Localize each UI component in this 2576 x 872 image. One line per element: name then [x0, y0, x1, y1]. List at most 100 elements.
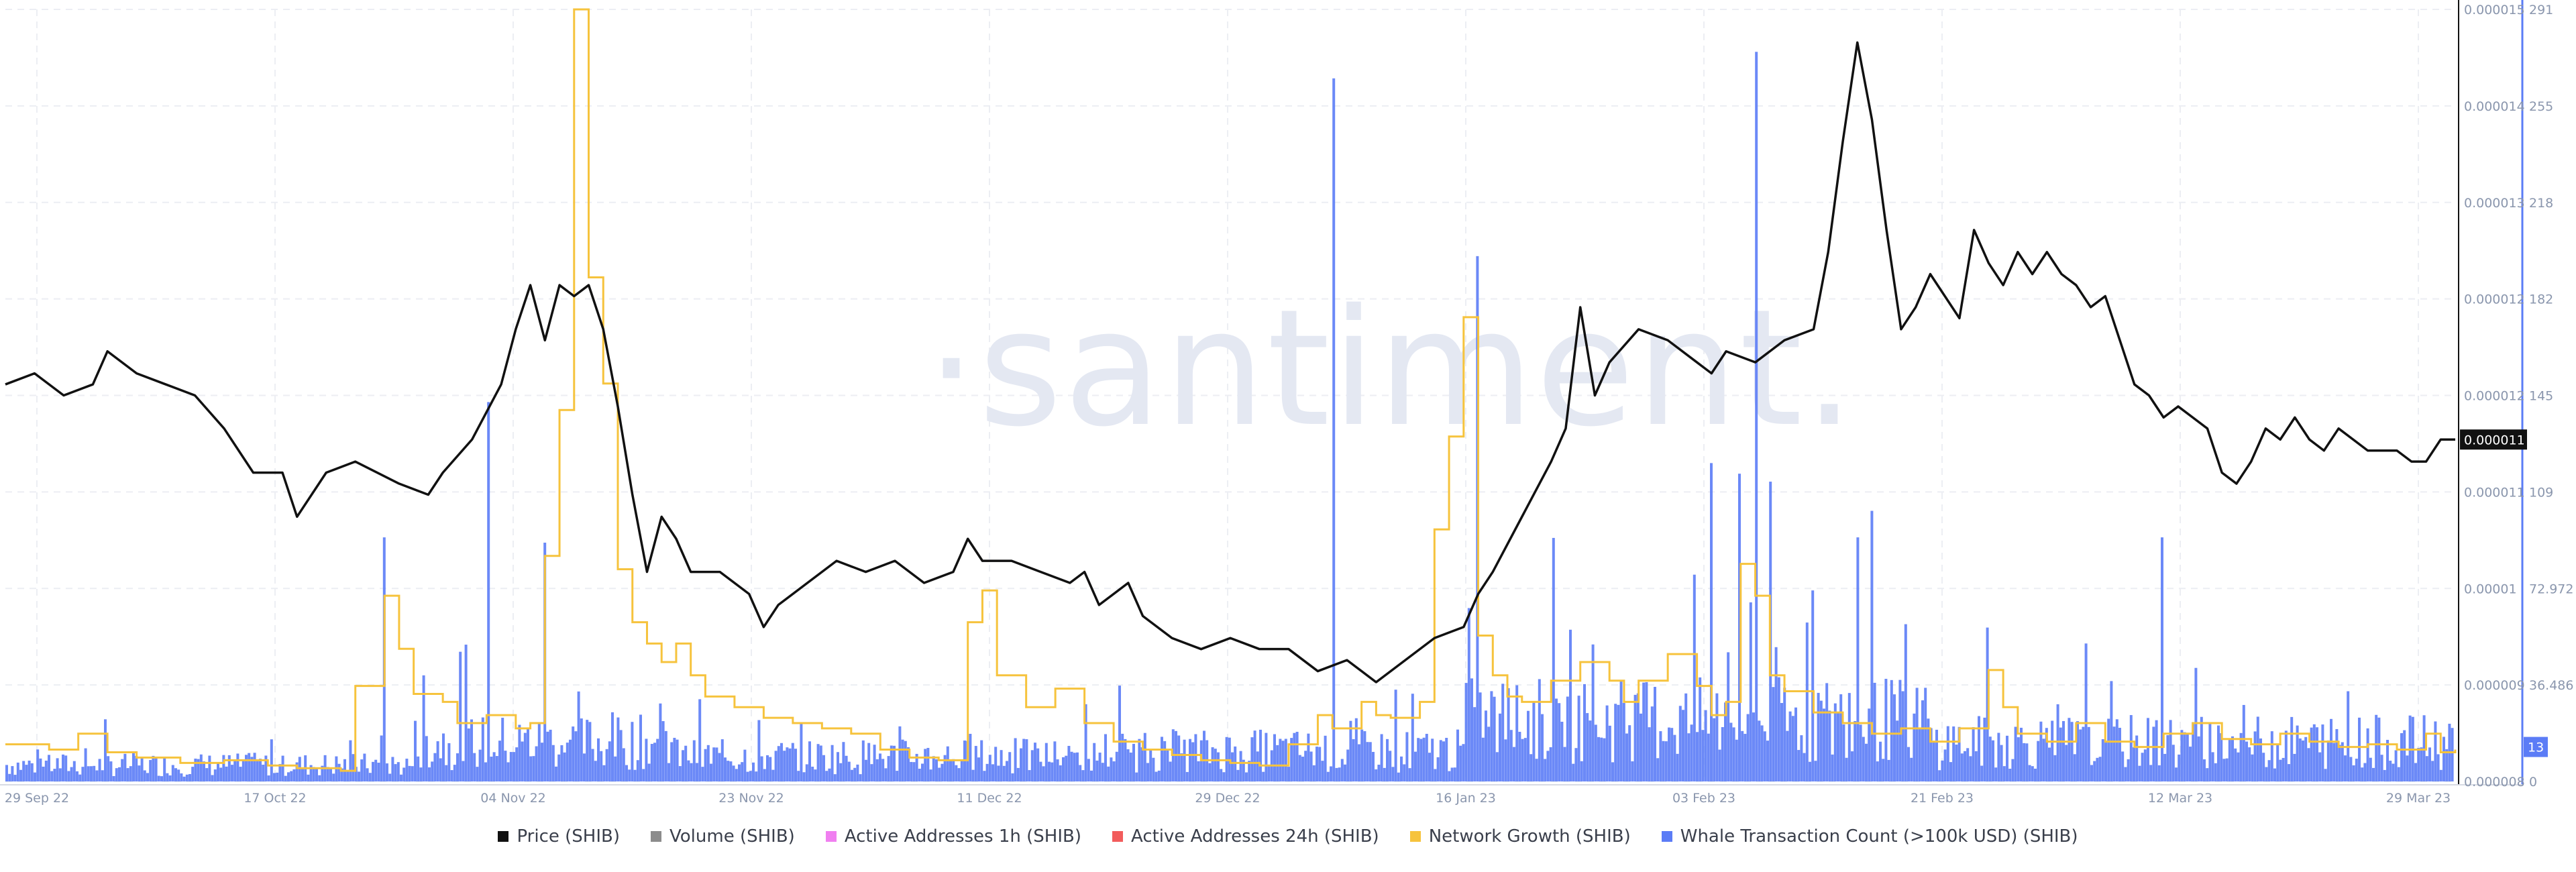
- whale-bar: [1087, 759, 1090, 781]
- whale-bar: [833, 774, 837, 781]
- whale-bar: [960, 759, 963, 781]
- whale-bar: [2312, 724, 2316, 781]
- whale-bar: [572, 726, 575, 781]
- whale-bar: [1309, 751, 1313, 781]
- legend-item[interactable]: Price (SHIB): [498, 826, 620, 847]
- whale-bar: [1541, 714, 1544, 781]
- legend-item[interactable]: Active Addresses 1h (SHIB): [825, 826, 1081, 847]
- whale-bar: [825, 771, 828, 781]
- whale-bar: [1346, 749, 1350, 781]
- whale-bar: [2186, 734, 2189, 781]
- whale-bar: [1738, 474, 1741, 781]
- whale-bar: [1411, 694, 1414, 781]
- whale-bar: [2141, 753, 2144, 781]
- whale-bar: [619, 730, 623, 781]
- whale-bar: [118, 767, 121, 781]
- whale-bar: [2267, 760, 2271, 781]
- whale-bar: [321, 765, 324, 781]
- whale-bar: [1352, 739, 1355, 781]
- whale-bar: [225, 766, 228, 781]
- whale-bar: [307, 774, 310, 781]
- whale-bar: [473, 753, 476, 781]
- whale-bar: [706, 745, 710, 781]
- whale-bar: [354, 767, 358, 781]
- whale-bar: [1175, 730, 1177, 781]
- whale-bar: [386, 763, 388, 781]
- whale-bar: [1324, 735, 1327, 781]
- whale-bar: [1279, 739, 1282, 781]
- whale-bar: [1177, 735, 1181, 781]
- whale-bar: [318, 775, 321, 781]
- whale-bar: [791, 743, 794, 781]
- whale-bar: [1464, 683, 1468, 781]
- legend-item[interactable]: Network Growth (SHIB): [1409, 826, 1631, 847]
- whale-bar: [2352, 765, 2355, 781]
- whale-bar: [481, 717, 484, 781]
- whale-bar: [667, 763, 670, 781]
- whale-bar: [2133, 747, 2135, 781]
- whale-bar: [276, 772, 279, 781]
- whale-bar: [1648, 727, 1651, 781]
- whale-bar: [1549, 747, 1552, 781]
- whale-bar: [182, 776, 186, 781]
- legend-item[interactable]: Active Addresses 24h (SHIB): [1112, 826, 1379, 847]
- whale-bar: [1146, 763, 1149, 781]
- whale-bar: [664, 730, 667, 781]
- whale-bar: [828, 768, 831, 781]
- whale-bar: [735, 769, 738, 781]
- whale-bar: [2152, 726, 2155, 781]
- whale-bar: [1095, 760, 1099, 781]
- whale-bar: [1194, 734, 1197, 781]
- whale-bar: [594, 761, 597, 781]
- whale-bar: [2253, 731, 2257, 781]
- whale-bar: [896, 771, 899, 781]
- whale-bar: [1513, 747, 1515, 781]
- whale-bar: [1434, 769, 1437, 781]
- whale-bar: [786, 747, 789, 781]
- legend-item[interactable]: Whale Transaction Count (>100k USD) (SHI…: [1661, 826, 2078, 847]
- whale-bar: [541, 743, 543, 781]
- whale-bar: [1868, 708, 1871, 781]
- whale-bar: [1791, 716, 1794, 781]
- whale-bar: [656, 739, 659, 781]
- whale-bar: [98, 759, 101, 781]
- whale-bar: [2414, 763, 2417, 781]
- whale-bar: [673, 737, 676, 781]
- whale-bar: [696, 763, 698, 781]
- whale-bar: [569, 739, 572, 781]
- whale-bar: [537, 722, 541, 781]
- whale-bar: [1907, 747, 1910, 781]
- whale-bar: [583, 753, 586, 781]
- whale-bar: [1214, 749, 1217, 781]
- whale-bar: [729, 761, 733, 781]
- legend-label: Network Growth (SHIB): [1428, 826, 1631, 847]
- whale-bar: [1056, 759, 1059, 781]
- whale-bar: [168, 775, 172, 781]
- whale-bar: [312, 767, 315, 781]
- whale-bar: [337, 763, 341, 781]
- whale-bar: [2112, 726, 2116, 781]
- whale-bar: [2372, 767, 2375, 781]
- whale-bar: [1470, 678, 1473, 781]
- whale-bar: [1890, 679, 1893, 781]
- whale-bar: [515, 747, 519, 781]
- whale-bar: [278, 764, 282, 781]
- whale-bar: [2000, 745, 2003, 781]
- whale-bar: [1780, 703, 1783, 781]
- whale-bar: [884, 768, 888, 781]
- whale-bar: [2279, 759, 2282, 781]
- whale-bar: [95, 770, 99, 781]
- whale-bar: [1425, 734, 1428, 781]
- whale-bar: [358, 771, 360, 781]
- whale-bar: [2163, 753, 2167, 781]
- whale-bar: [1668, 727, 1670, 781]
- whale-bar: [873, 745, 876, 781]
- price-tick-label: 0.000012: [2464, 389, 2525, 404]
- whale-bar: [819, 745, 822, 781]
- whale-bar: [1098, 752, 1102, 781]
- whale-bar: [771, 769, 775, 781]
- whale-bar: [2358, 717, 2361, 781]
- whale-bar: [56, 758, 59, 781]
- whale-bar: [1833, 703, 1837, 781]
- legend-item[interactable]: Volume (SHIB): [651, 826, 795, 847]
